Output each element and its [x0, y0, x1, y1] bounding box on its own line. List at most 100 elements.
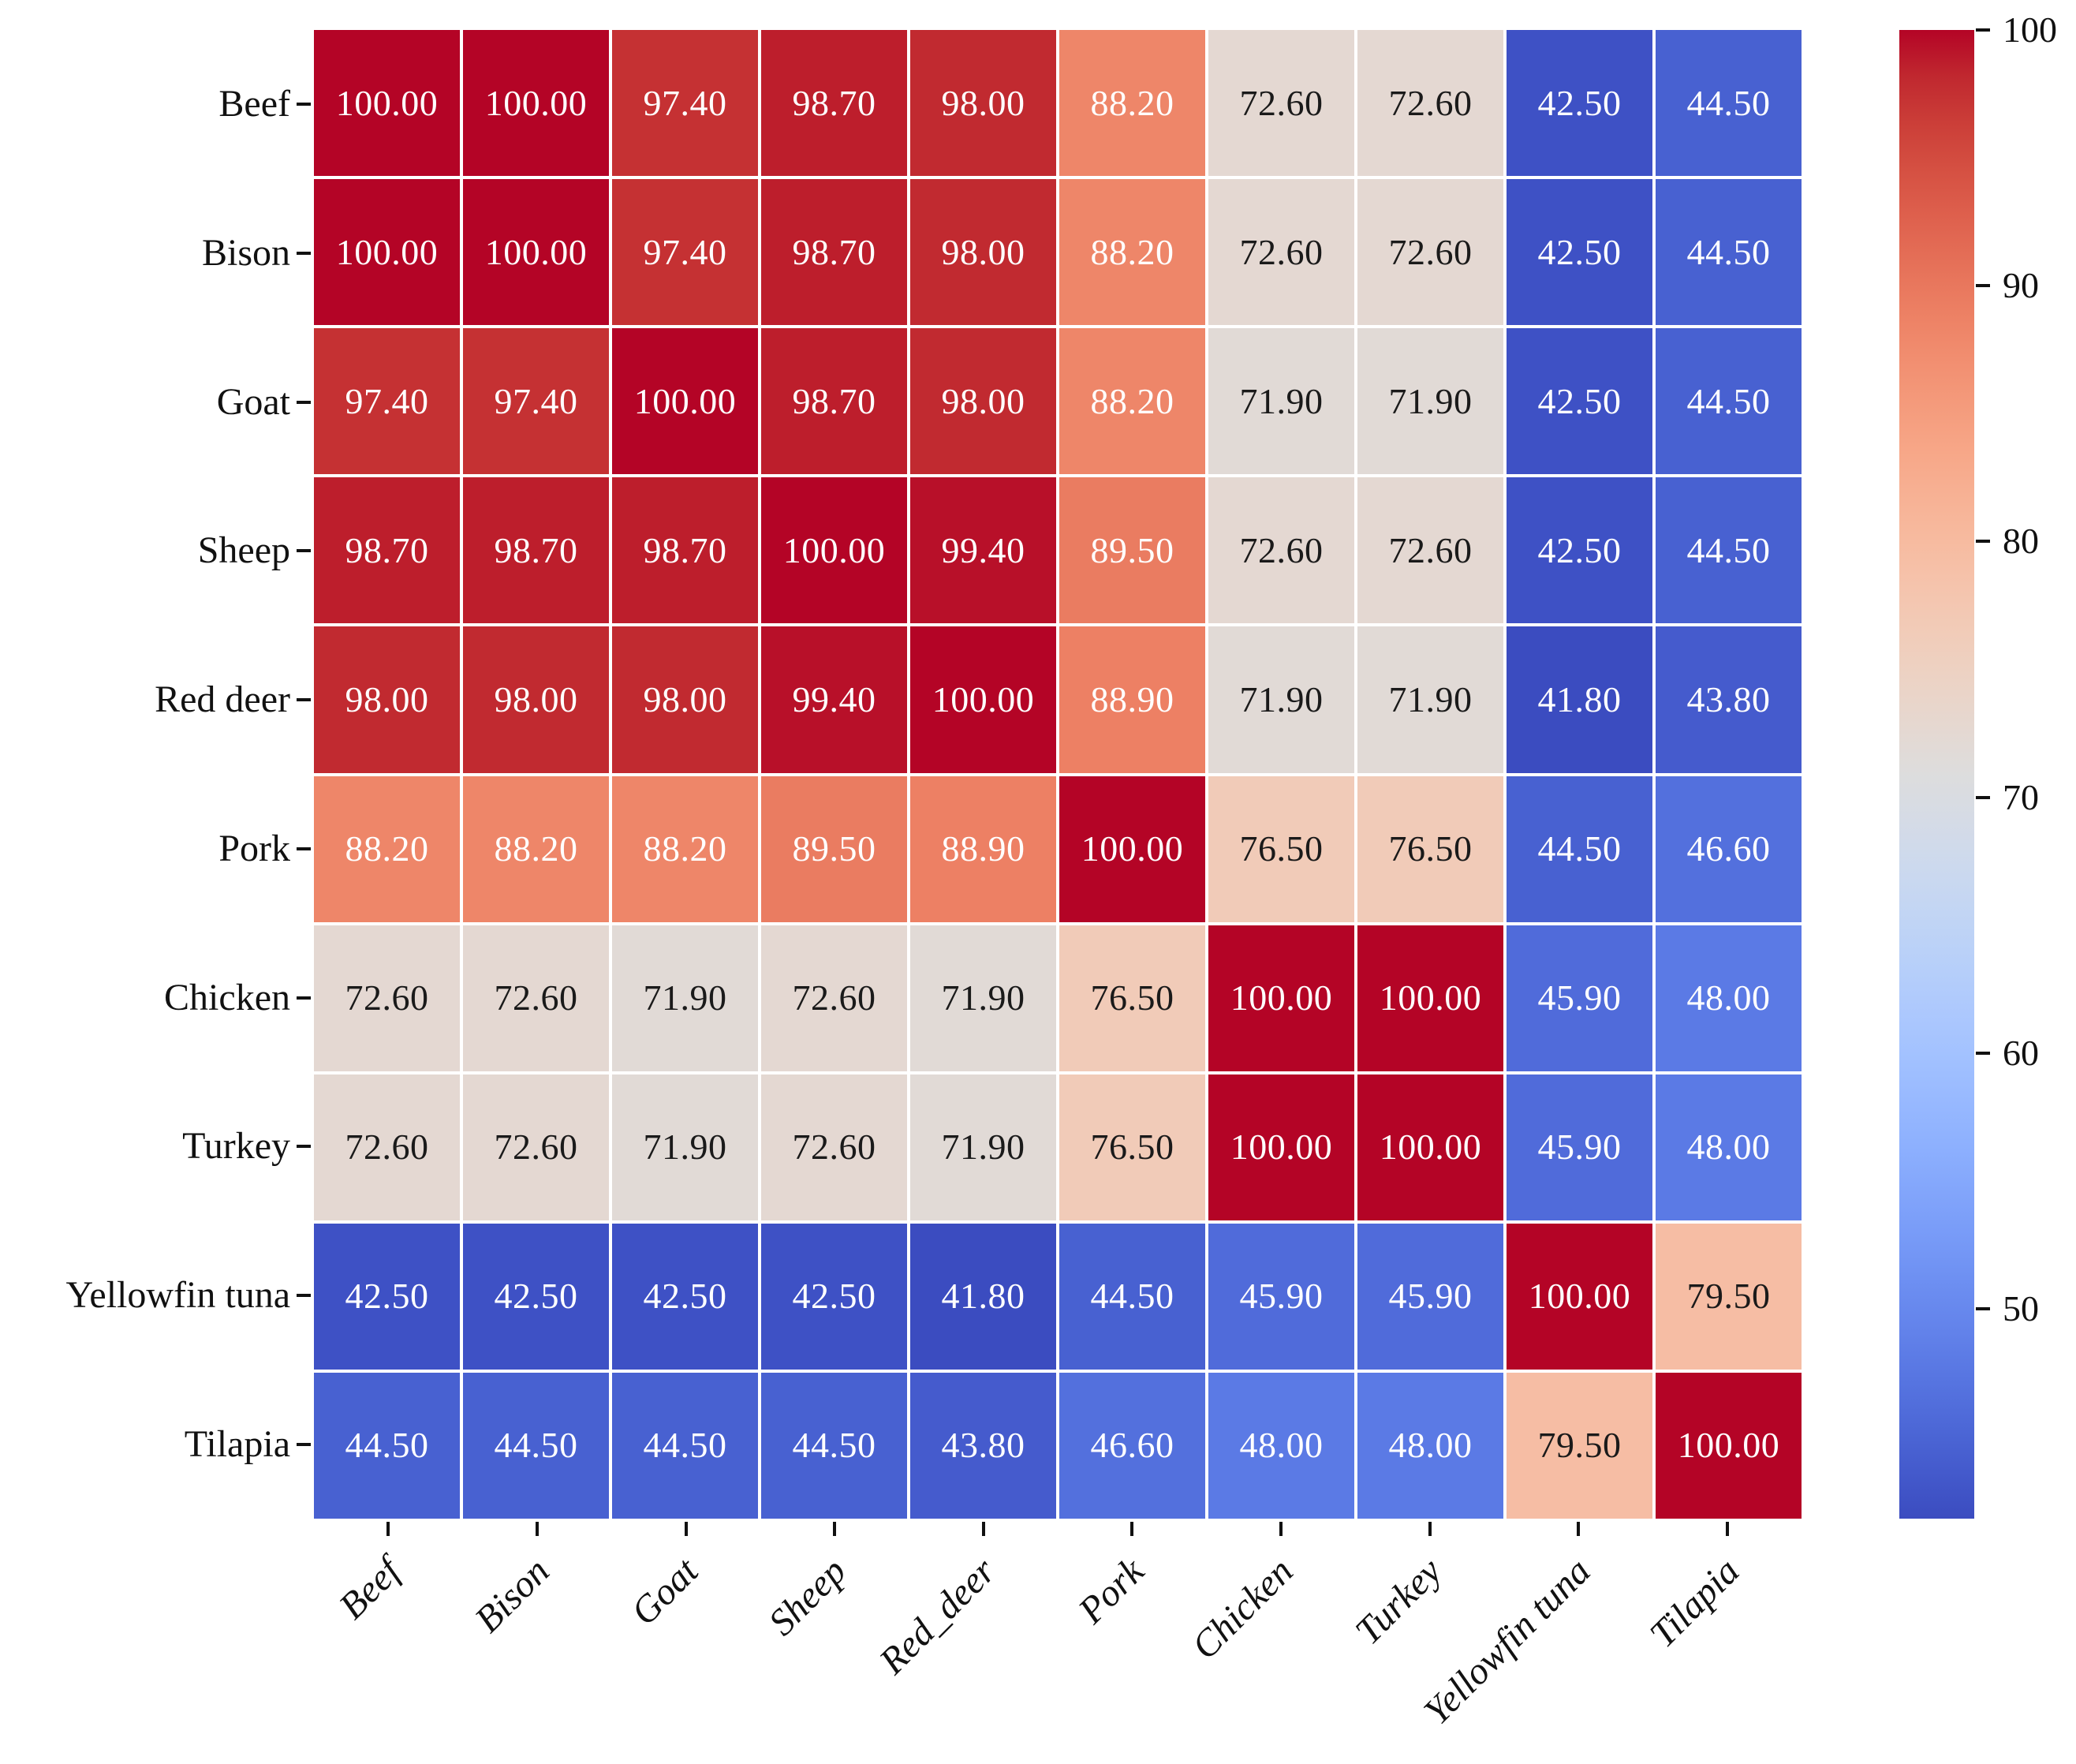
colorbar-tick-label: 100	[2003, 9, 2057, 50]
heatmap-cell: 88.90	[910, 775, 1056, 922]
heatmap-cell: 72.60	[314, 1074, 460, 1220]
heatmap-cell: 72.60	[1357, 30, 1503, 177]
colorbar-tick-mark	[1976, 1307, 1990, 1311]
heatmap-cell: 76.50	[1208, 775, 1354, 922]
heatmap-cell: 100.00	[612, 328, 758, 475]
heatmap-cell: 42.50	[612, 1223, 758, 1370]
heatmap-cell: 88.90	[1059, 626, 1205, 773]
heatmap-cell: 98.00	[612, 626, 758, 773]
y-tick-mark	[297, 549, 311, 553]
heatmap-cell: 44.50	[1656, 477, 1802, 624]
heatmap-cell: 98.00	[910, 30, 1056, 177]
heatmap-cell: 71.90	[1357, 626, 1503, 773]
heatmap-cell: 48.00	[1656, 1074, 1802, 1220]
heatmap-cell: 88.20	[1059, 179, 1205, 326]
heatmap-cell: 72.60	[1357, 179, 1503, 326]
colorbar-tick-mark	[1976, 284, 1990, 288]
x-tick-label: Tilapia	[1641, 1549, 1748, 1656]
heatmap-cell: 97.40	[463, 328, 609, 475]
y-tick-label: Beef	[218, 83, 290, 125]
heatmap-cell: 44.50	[1656, 179, 1802, 326]
heatmap-cell: 71.90	[910, 925, 1056, 1071]
heatmap-cell: 44.50	[612, 1372, 758, 1519]
heatmap-cell: 72.60	[314, 925, 460, 1071]
heatmap-cell: 44.50	[1059, 1223, 1205, 1370]
colorbar-tick-label: 70	[2003, 776, 2039, 817]
heatmap-cell: 76.50	[1059, 1074, 1205, 1220]
heatmap-cell: 76.50	[1357, 775, 1503, 922]
heatmap-cell: 100.00	[910, 626, 1056, 773]
y-tick-label: Red deer	[155, 678, 290, 721]
x-tick-mark	[684, 1522, 688, 1536]
y-tick-label: Tilapia	[184, 1422, 290, 1465]
heatmap-cell: 88.20	[612, 775, 758, 922]
colorbar-tick-label: 50	[2003, 1288, 2039, 1329]
x-tick-mark	[1279, 1522, 1283, 1536]
y-tick-label: Chicken	[164, 976, 290, 1018]
heatmap-cell: 100.00	[1357, 925, 1503, 1071]
colorbar-tick-mark	[1976, 540, 1990, 544]
colorbar-gradient	[1899, 30, 1974, 1519]
heatmap-cell: 42.50	[1507, 328, 1652, 475]
heatmap-cell: 45.90	[1208, 1223, 1354, 1370]
heatmap-cell: 98.70	[761, 30, 907, 177]
y-tick-label: Sheep	[197, 529, 290, 572]
colorbar-tick-label: 60	[2003, 1032, 2039, 1073]
x-tick-label: Red_deer	[871, 1549, 1004, 1683]
heatmap-cell: 41.80	[910, 1223, 1056, 1370]
heatmap-cell: 98.70	[314, 477, 460, 624]
heatmap-cell: 43.80	[1656, 626, 1802, 773]
heatmap-cell: 48.00	[1656, 925, 1802, 1071]
y-tick-label: Yellowfin tuna	[65, 1273, 290, 1316]
heatmap-grid: 100.00 100.00 97.40 98.70 98.00 88.20 72.60 72.…	[314, 30, 1802, 1519]
y-tick-mark	[297, 698, 311, 702]
heatmap-cell: 71.90	[1357, 328, 1503, 475]
y-tick-mark	[297, 1145, 311, 1149]
heatmap-cell: 98.70	[761, 328, 907, 475]
heatmap-cell: 71.90	[910, 1074, 1056, 1220]
heatmap-cell: 100.00	[463, 30, 609, 177]
x-tick-mark	[1725, 1522, 1729, 1536]
heatmap-cell: 42.50	[463, 1223, 609, 1370]
y-tick-label: Turkey	[182, 1125, 290, 1168]
x-tick-label: Bison	[466, 1549, 558, 1641]
colorbar-tick-mark	[1976, 28, 1990, 32]
heatmap-cell: 99.40	[910, 477, 1056, 624]
heatmap-cell: 42.50	[1507, 179, 1652, 326]
y-tick-label: Goat	[216, 380, 290, 423]
heatmap-cell: 71.90	[612, 1074, 758, 1220]
heatmap-cell: 42.50	[761, 1223, 907, 1370]
heatmap-cell: 48.00	[1357, 1372, 1503, 1519]
heatmap-cell: 88.20	[1059, 30, 1205, 177]
heatmap-cell: 89.50	[761, 775, 907, 922]
y-tick-mark	[297, 103, 311, 107]
heatmap-cell: 76.50	[1059, 925, 1205, 1071]
heatmap-cell: 98.70	[463, 477, 609, 624]
heatmap-cell: 79.50	[1507, 1372, 1652, 1519]
heatmap-cell: 100.00	[1059, 775, 1205, 922]
heatmap-cell: 44.50	[314, 1372, 460, 1519]
y-tick-mark	[297, 846, 311, 850]
x-tick-label: Pork	[1070, 1549, 1152, 1632]
colorbar-tick-mark	[1976, 1051, 1990, 1055]
heatmap-cell: 100.00	[314, 30, 460, 177]
x-tick-mark	[535, 1522, 539, 1536]
heatmap-cell: 72.60	[761, 1074, 907, 1220]
heatmap-cell: 97.40	[612, 30, 758, 177]
heatmap-cell: 98.70	[761, 179, 907, 326]
x-tick-mark	[1577, 1522, 1581, 1536]
x-tick-mark	[1428, 1522, 1432, 1536]
x-tick-mark	[833, 1522, 837, 1536]
heatmap-cell: 100.00	[1507, 1223, 1652, 1370]
heatmap-cell: 42.50	[1507, 477, 1652, 624]
x-tick-mark	[386, 1522, 390, 1536]
heatmap-cell: 100.00	[761, 477, 907, 624]
heatmap-cell: 44.50	[761, 1372, 907, 1519]
heatmap-cell: 48.00	[1208, 1372, 1354, 1519]
colorbar-tick-label: 80	[2003, 521, 2039, 562]
heatmap-cell: 79.50	[1656, 1223, 1802, 1370]
y-tick-mark	[297, 1442, 311, 1446]
heatmap-cell: 97.40	[314, 328, 460, 475]
heatmap-cell: 100.00	[1357, 1074, 1503, 1220]
heatmap-cell: 100.00	[463, 179, 609, 326]
